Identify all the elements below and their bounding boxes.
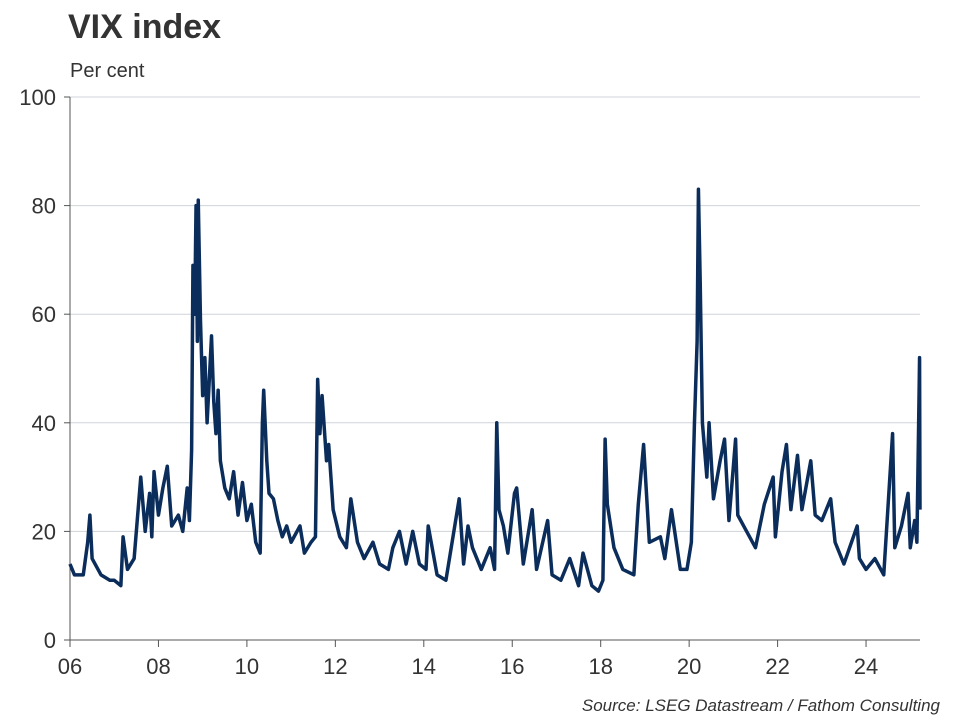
source: Source: LSEG Datastream / Fathom Consult… (582, 696, 941, 715)
y-tick-label: 100 (19, 85, 56, 110)
chart-title: VIX index (68, 8, 221, 46)
x-tick-label: 10 (235, 654, 259, 679)
x-tick-label: 24 (854, 654, 878, 679)
x-tick-label: 12 (323, 654, 347, 679)
x-tick-label: 18 (588, 654, 612, 679)
chart-subtitle: Per cent (70, 60, 145, 82)
y-tick-label: 60 (32, 302, 56, 327)
x-tick-label: 22 (765, 654, 789, 679)
y-tick-label: 20 (32, 519, 56, 544)
y-tick-label: 80 (32, 194, 56, 219)
y-tick-label: 0 (44, 628, 56, 653)
x-tick-label: 14 (412, 654, 436, 679)
x-tick-label: 16 (500, 654, 524, 679)
x-tick-label: 20 (677, 654, 701, 679)
x-tick-label: 06 (58, 654, 82, 679)
line-series (68, 187, 922, 593)
x-tick-label: 08 (146, 654, 170, 679)
y-tick-label: 40 (32, 411, 56, 436)
